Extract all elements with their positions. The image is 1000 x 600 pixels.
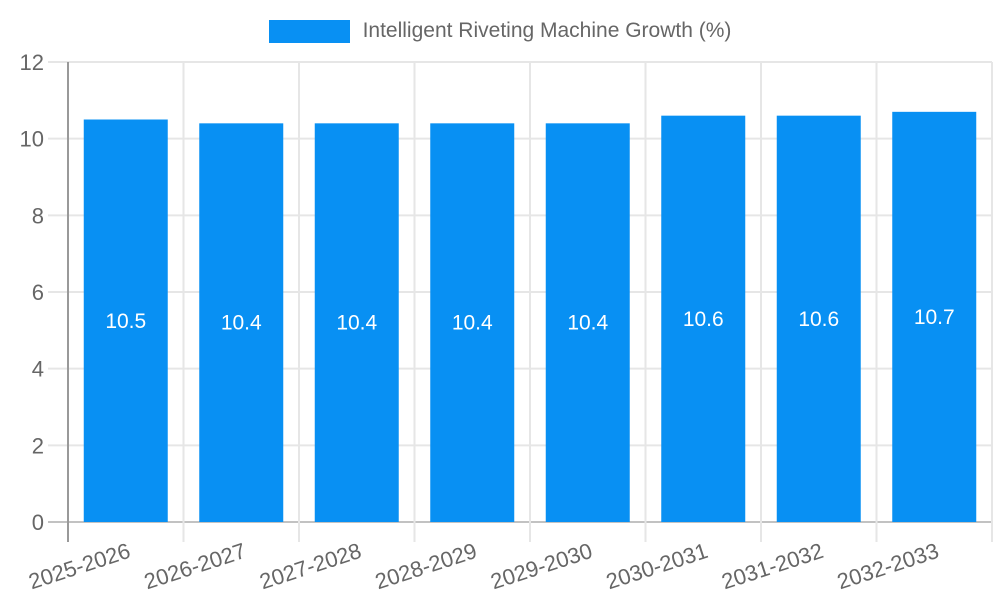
- bar-value-label: 10.6: [798, 308, 839, 331]
- bar-value-label: 10.5: [105, 310, 146, 333]
- x-tick-label: 2026-2027: [141, 538, 249, 594]
- bar[interactable]: [430, 123, 515, 522]
- bar[interactable]: [83, 119, 168, 523]
- bar[interactable]: [545, 123, 630, 522]
- legend-color-swatch: [268, 19, 350, 43]
- y-tick-label: 2: [32, 433, 44, 458]
- bar-value-label: 10.7: [914, 306, 955, 329]
- x-tick-label: 2031-2032: [719, 538, 827, 594]
- y-tick-label: 0: [32, 510, 44, 535]
- x-tick-label: 2027-2028: [257, 538, 365, 594]
- x-tick-label: 2028-2029: [372, 538, 480, 594]
- y-tick-label: 10: [20, 127, 44, 152]
- bar-value-label: 10.4: [336, 312, 377, 335]
- chart-legend-item[interactable]: Intelligent Riveting Machine Growth (%): [0, 18, 1000, 44]
- bar-value-label: 10.4: [452, 312, 493, 335]
- y-tick-label: 4: [32, 357, 44, 382]
- bar[interactable]: [892, 111, 977, 522]
- legend-label: Intelligent Riveting Machine Growth (%): [362, 19, 732, 42]
- y-tick-label: 8: [32, 203, 44, 228]
- bar-value-label: 10.6: [683, 308, 724, 331]
- x-tick-label: 2029-2030: [488, 538, 596, 594]
- x-tick-label: 2025-2026: [26, 538, 134, 594]
- x-tick-label: 2030-2031: [603, 538, 711, 594]
- bar[interactable]: [199, 123, 284, 522]
- x-tick-label: 2032-2033: [834, 538, 942, 594]
- bar-value-label: 10.4: [221, 312, 262, 335]
- bar[interactable]: [661, 115, 746, 523]
- y-tick-label: 12: [20, 50, 44, 75]
- y-tick-label: 6: [32, 280, 44, 305]
- bar-value-label: 10.4: [567, 312, 608, 335]
- bar[interactable]: [314, 123, 399, 522]
- bar[interactable]: [776, 115, 861, 523]
